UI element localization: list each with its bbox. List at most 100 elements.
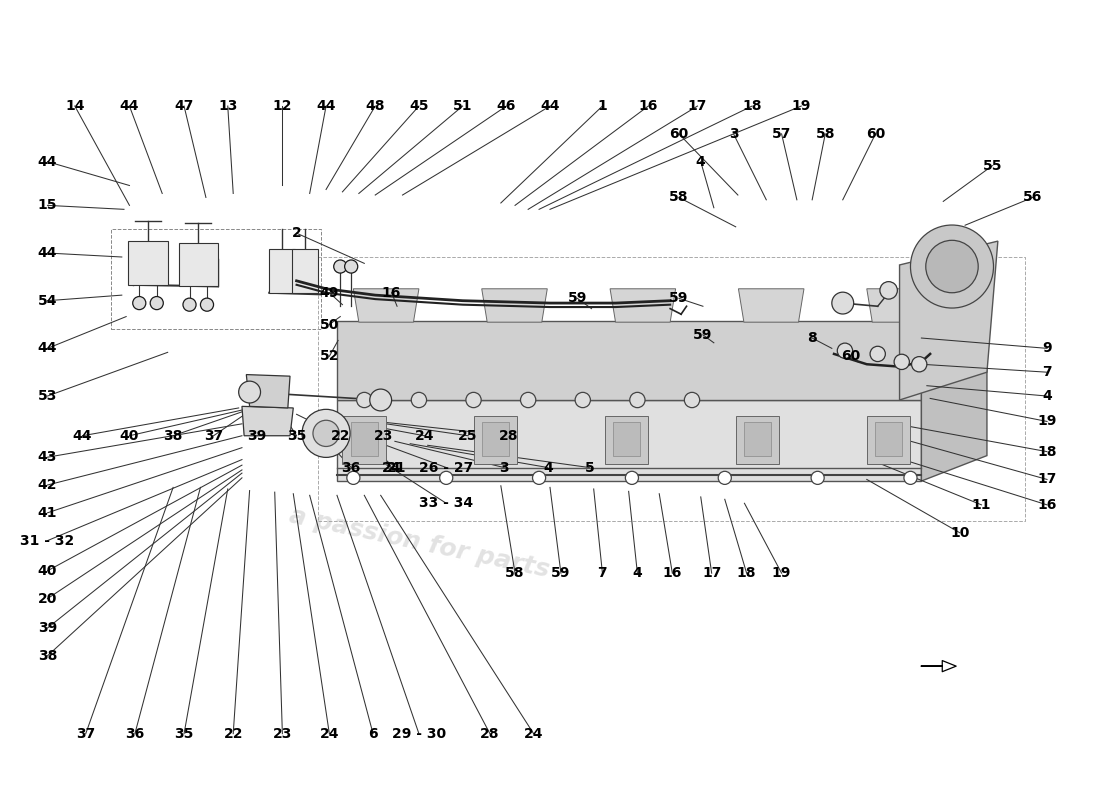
Text: 44: 44 (37, 342, 57, 355)
Circle shape (356, 392, 372, 408)
Text: 16: 16 (662, 566, 682, 580)
Text: 18: 18 (737, 566, 757, 580)
Polygon shape (874, 422, 902, 456)
Text: 25: 25 (459, 429, 477, 442)
Text: 14: 14 (65, 99, 85, 113)
Text: 26 - 27: 26 - 27 (419, 461, 473, 474)
Polygon shape (270, 249, 296, 293)
Text: 29 - 30: 29 - 30 (392, 726, 446, 741)
Text: 12: 12 (273, 99, 293, 113)
Text: 9: 9 (1042, 342, 1052, 355)
Circle shape (911, 225, 993, 308)
Circle shape (133, 297, 146, 310)
Text: 5: 5 (584, 461, 594, 474)
Polygon shape (738, 289, 804, 322)
Polygon shape (351, 422, 378, 456)
Text: 37: 37 (204, 429, 223, 442)
Text: 7: 7 (1042, 365, 1052, 379)
Text: 22: 22 (330, 429, 350, 442)
Polygon shape (900, 241, 998, 400)
Circle shape (411, 392, 427, 408)
Text: 28: 28 (498, 429, 518, 442)
Polygon shape (736, 416, 780, 463)
Text: 49: 49 (320, 286, 339, 300)
Text: 59: 59 (693, 328, 713, 342)
Text: 22: 22 (223, 726, 243, 741)
Text: 40: 40 (37, 564, 57, 578)
Text: 33 - 34: 33 - 34 (419, 496, 473, 510)
Text: 36: 36 (125, 726, 144, 741)
Text: 19: 19 (772, 566, 791, 580)
Text: 39: 39 (37, 621, 57, 635)
Text: 60: 60 (840, 350, 860, 363)
Text: 40: 40 (120, 429, 139, 442)
Circle shape (718, 471, 732, 485)
Polygon shape (337, 321, 922, 400)
Text: 24: 24 (524, 726, 543, 741)
Polygon shape (922, 297, 987, 481)
Circle shape (466, 392, 481, 408)
Circle shape (344, 260, 358, 273)
Text: 51: 51 (453, 99, 472, 113)
Text: 23: 23 (374, 429, 394, 442)
Circle shape (684, 392, 700, 408)
Circle shape (904, 471, 917, 485)
Polygon shape (342, 416, 386, 463)
Text: 44: 44 (540, 99, 560, 113)
Polygon shape (293, 249, 318, 293)
Text: 44: 44 (73, 429, 92, 442)
Polygon shape (744, 422, 771, 456)
Circle shape (629, 392, 645, 408)
Text: 57: 57 (772, 127, 791, 141)
Text: 4: 4 (632, 566, 642, 580)
Circle shape (302, 410, 350, 458)
Polygon shape (178, 242, 218, 286)
Text: 18: 18 (1037, 445, 1057, 458)
Text: 24: 24 (320, 726, 339, 741)
Circle shape (926, 240, 978, 293)
Text: 10: 10 (950, 526, 969, 540)
Polygon shape (613, 422, 640, 456)
Text: 58: 58 (669, 190, 689, 205)
Text: 53: 53 (37, 389, 57, 403)
Text: 2: 2 (292, 226, 301, 240)
Circle shape (626, 471, 638, 485)
Circle shape (314, 420, 339, 446)
Text: 24: 24 (415, 429, 434, 442)
Text: 21: 21 (387, 461, 407, 474)
Text: 11: 11 (971, 498, 991, 512)
Text: 59: 59 (568, 291, 587, 306)
Circle shape (239, 381, 261, 403)
Text: 42: 42 (37, 478, 57, 492)
Text: 52: 52 (320, 350, 339, 363)
Polygon shape (482, 289, 548, 322)
Text: 41: 41 (37, 506, 57, 520)
Text: 24: 24 (382, 461, 402, 474)
Circle shape (370, 389, 392, 411)
Circle shape (870, 346, 886, 362)
Polygon shape (482, 422, 509, 456)
Text: 38: 38 (37, 649, 57, 663)
Text: 7: 7 (597, 566, 607, 580)
Text: 56: 56 (1023, 190, 1043, 205)
Text: 28: 28 (481, 726, 499, 741)
Circle shape (346, 471, 360, 485)
Text: 59: 59 (669, 291, 689, 306)
Text: 6: 6 (368, 726, 378, 741)
Text: 44: 44 (120, 99, 140, 113)
Text: 37: 37 (76, 726, 96, 741)
Polygon shape (337, 400, 922, 481)
Text: 50: 50 (320, 318, 339, 331)
Polygon shape (242, 406, 294, 436)
Polygon shape (473, 416, 517, 463)
Text: 60: 60 (669, 127, 689, 141)
Circle shape (575, 392, 591, 408)
Text: 8: 8 (807, 331, 817, 345)
Circle shape (520, 392, 536, 408)
Polygon shape (129, 241, 167, 285)
Circle shape (811, 471, 824, 485)
Text: 16: 16 (382, 286, 402, 300)
Text: 43: 43 (37, 450, 57, 464)
Text: 45: 45 (409, 99, 429, 113)
Text: 46: 46 (496, 99, 516, 113)
